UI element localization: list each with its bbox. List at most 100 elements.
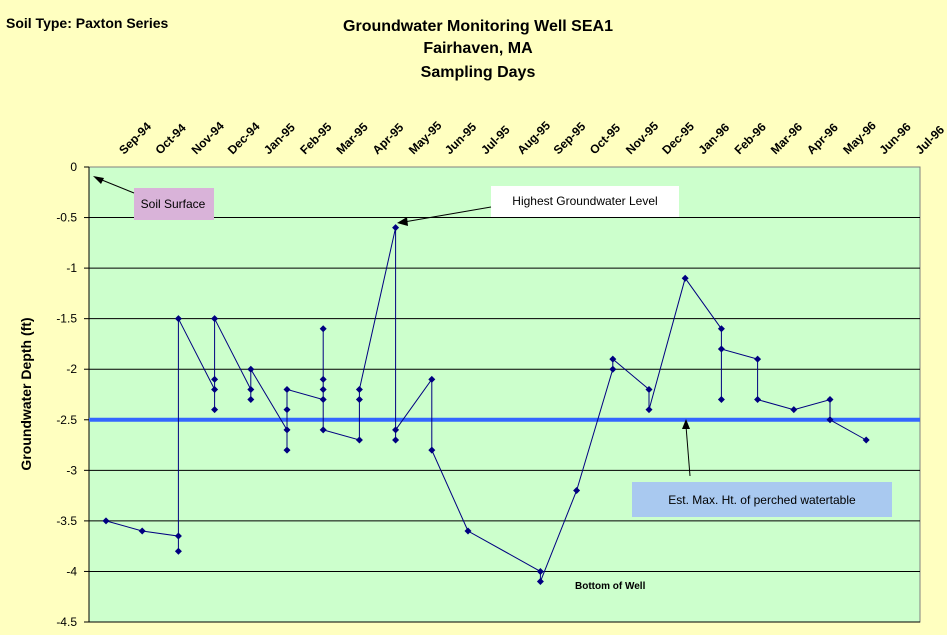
y-tick-label: -0.5 — [56, 211, 77, 225]
data-point — [717, 325, 725, 333]
soil-type-label: Soil Type: Paxton Series — [6, 15, 169, 31]
data-point — [862, 436, 870, 444]
data-point — [754, 355, 762, 363]
perched-watertable-arrowhead — [682, 419, 690, 429]
data-point — [536, 567, 544, 575]
data-point — [355, 385, 363, 393]
x-tick-label: Feb-96 — [732, 120, 769, 157]
chart-title-line-2: Fairhaven, MA — [423, 40, 533, 57]
data-point — [536, 578, 544, 586]
x-tick-label: Mar-95 — [333, 120, 370, 157]
x-tick-label: Dec-95 — [659, 119, 697, 157]
y-tick-label: -2.5 — [56, 413, 77, 427]
data-point — [174, 547, 182, 555]
data-point — [283, 446, 291, 454]
data-point — [717, 396, 725, 404]
data-point — [211, 385, 219, 393]
highest-level-box — [491, 186, 679, 217]
data-point — [211, 375, 219, 383]
data-point — [392, 436, 400, 444]
x-tick-label: May-95 — [406, 118, 445, 157]
x-tick-label: May-96 — [840, 118, 879, 157]
data-point — [319, 426, 327, 434]
x-tick-label: Dec-94 — [225, 119, 263, 157]
x-tick-label: Apr-95 — [370, 120, 407, 157]
data-point — [428, 446, 436, 454]
x-tick-label: Nov-95 — [623, 119, 661, 157]
x-tick-label: Jul-96 — [913, 122, 947, 157]
data-point — [283, 385, 291, 393]
data-point — [392, 426, 400, 434]
y-tick-label: -3.5 — [56, 514, 77, 528]
soil-surface-arrowhead — [93, 176, 104, 184]
perched-watertable-box — [632, 482, 892, 517]
x-tick-label: Jun-96 — [876, 120, 913, 157]
x-tick-label: Feb-95 — [297, 120, 334, 157]
y-tick-label: -2 — [66, 362, 77, 376]
data-point — [283, 406, 291, 414]
data-point — [283, 426, 291, 434]
perched-watertable-arrow — [685, 425, 691, 477]
series-group — [102, 224, 870, 586]
chart-title-line-3: Sampling Days — [421, 64, 536, 81]
data-point — [247, 385, 255, 393]
data-point — [138, 527, 146, 535]
x-tick-label: Apr-96 — [804, 120, 841, 157]
x-tick-label: Sep-94 — [116, 119, 154, 157]
y-axis-label: Groundwater Depth (ft) — [18, 317, 34, 470]
data-point — [826, 396, 834, 404]
y-axis-ticks: 0 -0.5 -1 -1.5 -2 -2.5 -3 -3.5 -4 -4.5 — [56, 160, 89, 629]
data-point — [645, 406, 653, 414]
data-point — [319, 325, 327, 333]
data-point — [392, 224, 400, 232]
y-tick-label: 0 — [70, 160, 77, 174]
data-point — [211, 406, 219, 414]
data-point — [211, 315, 219, 323]
data-point — [355, 396, 363, 404]
data-point — [609, 355, 617, 363]
x-tick-label: Jan-95 — [261, 120, 298, 157]
y-tick-label: -1 — [66, 261, 77, 275]
data-point — [717, 345, 725, 353]
data-point — [174, 315, 182, 323]
y-tick-label: -4.5 — [56, 615, 77, 629]
x-tick-label: Oct-94 — [152, 121, 189, 158]
x-tick-label: Nov-94 — [189, 119, 227, 157]
perched-watertable-label: Est. Max. Ht. of perched watertable — [668, 493, 856, 507]
data-point — [319, 396, 327, 404]
data-point — [355, 436, 363, 444]
plot-area — [88, 166, 921, 623]
data-point — [102, 517, 110, 525]
data-point — [247, 365, 255, 373]
soil-surface-label: Soil Surface — [141, 197, 206, 211]
x-tick-label: Jun-95 — [442, 120, 479, 157]
x-tick-label: Mar-96 — [768, 120, 805, 157]
x-tick-label: Jul-95 — [478, 122, 513, 157]
y-tick-label: -1.5 — [56, 312, 77, 326]
y-tick-label: -4 — [66, 564, 77, 578]
highest-level-label: Highest Groundwater Level — [512, 194, 657, 208]
data-point — [319, 375, 327, 383]
highest-level-arrow — [403, 206, 492, 223]
data-point — [645, 385, 653, 393]
bottom-of-well-label: Bottom of Well — [575, 581, 646, 592]
soil-surface-arrow — [96, 177, 135, 194]
soil-surface-box — [134, 188, 214, 220]
data-point — [826, 416, 834, 424]
data-point — [319, 385, 327, 393]
data-point — [681, 274, 689, 282]
highest-level-arrowhead — [397, 217, 408, 226]
data-point — [464, 527, 472, 535]
data-point — [573, 487, 581, 495]
data-point — [428, 375, 436, 383]
x-tick-label: Sep-95 — [551, 119, 589, 157]
data-point — [609, 365, 617, 373]
data-point — [754, 396, 762, 404]
y-tick-label: -3 — [66, 463, 77, 477]
data-point — [247, 396, 255, 404]
chart-title-line-1: Groundwater Monitoring Well SEA1 — [343, 18, 613, 35]
data-point — [790, 406, 798, 414]
x-tick-label: Aug-95 — [514, 118, 553, 157]
